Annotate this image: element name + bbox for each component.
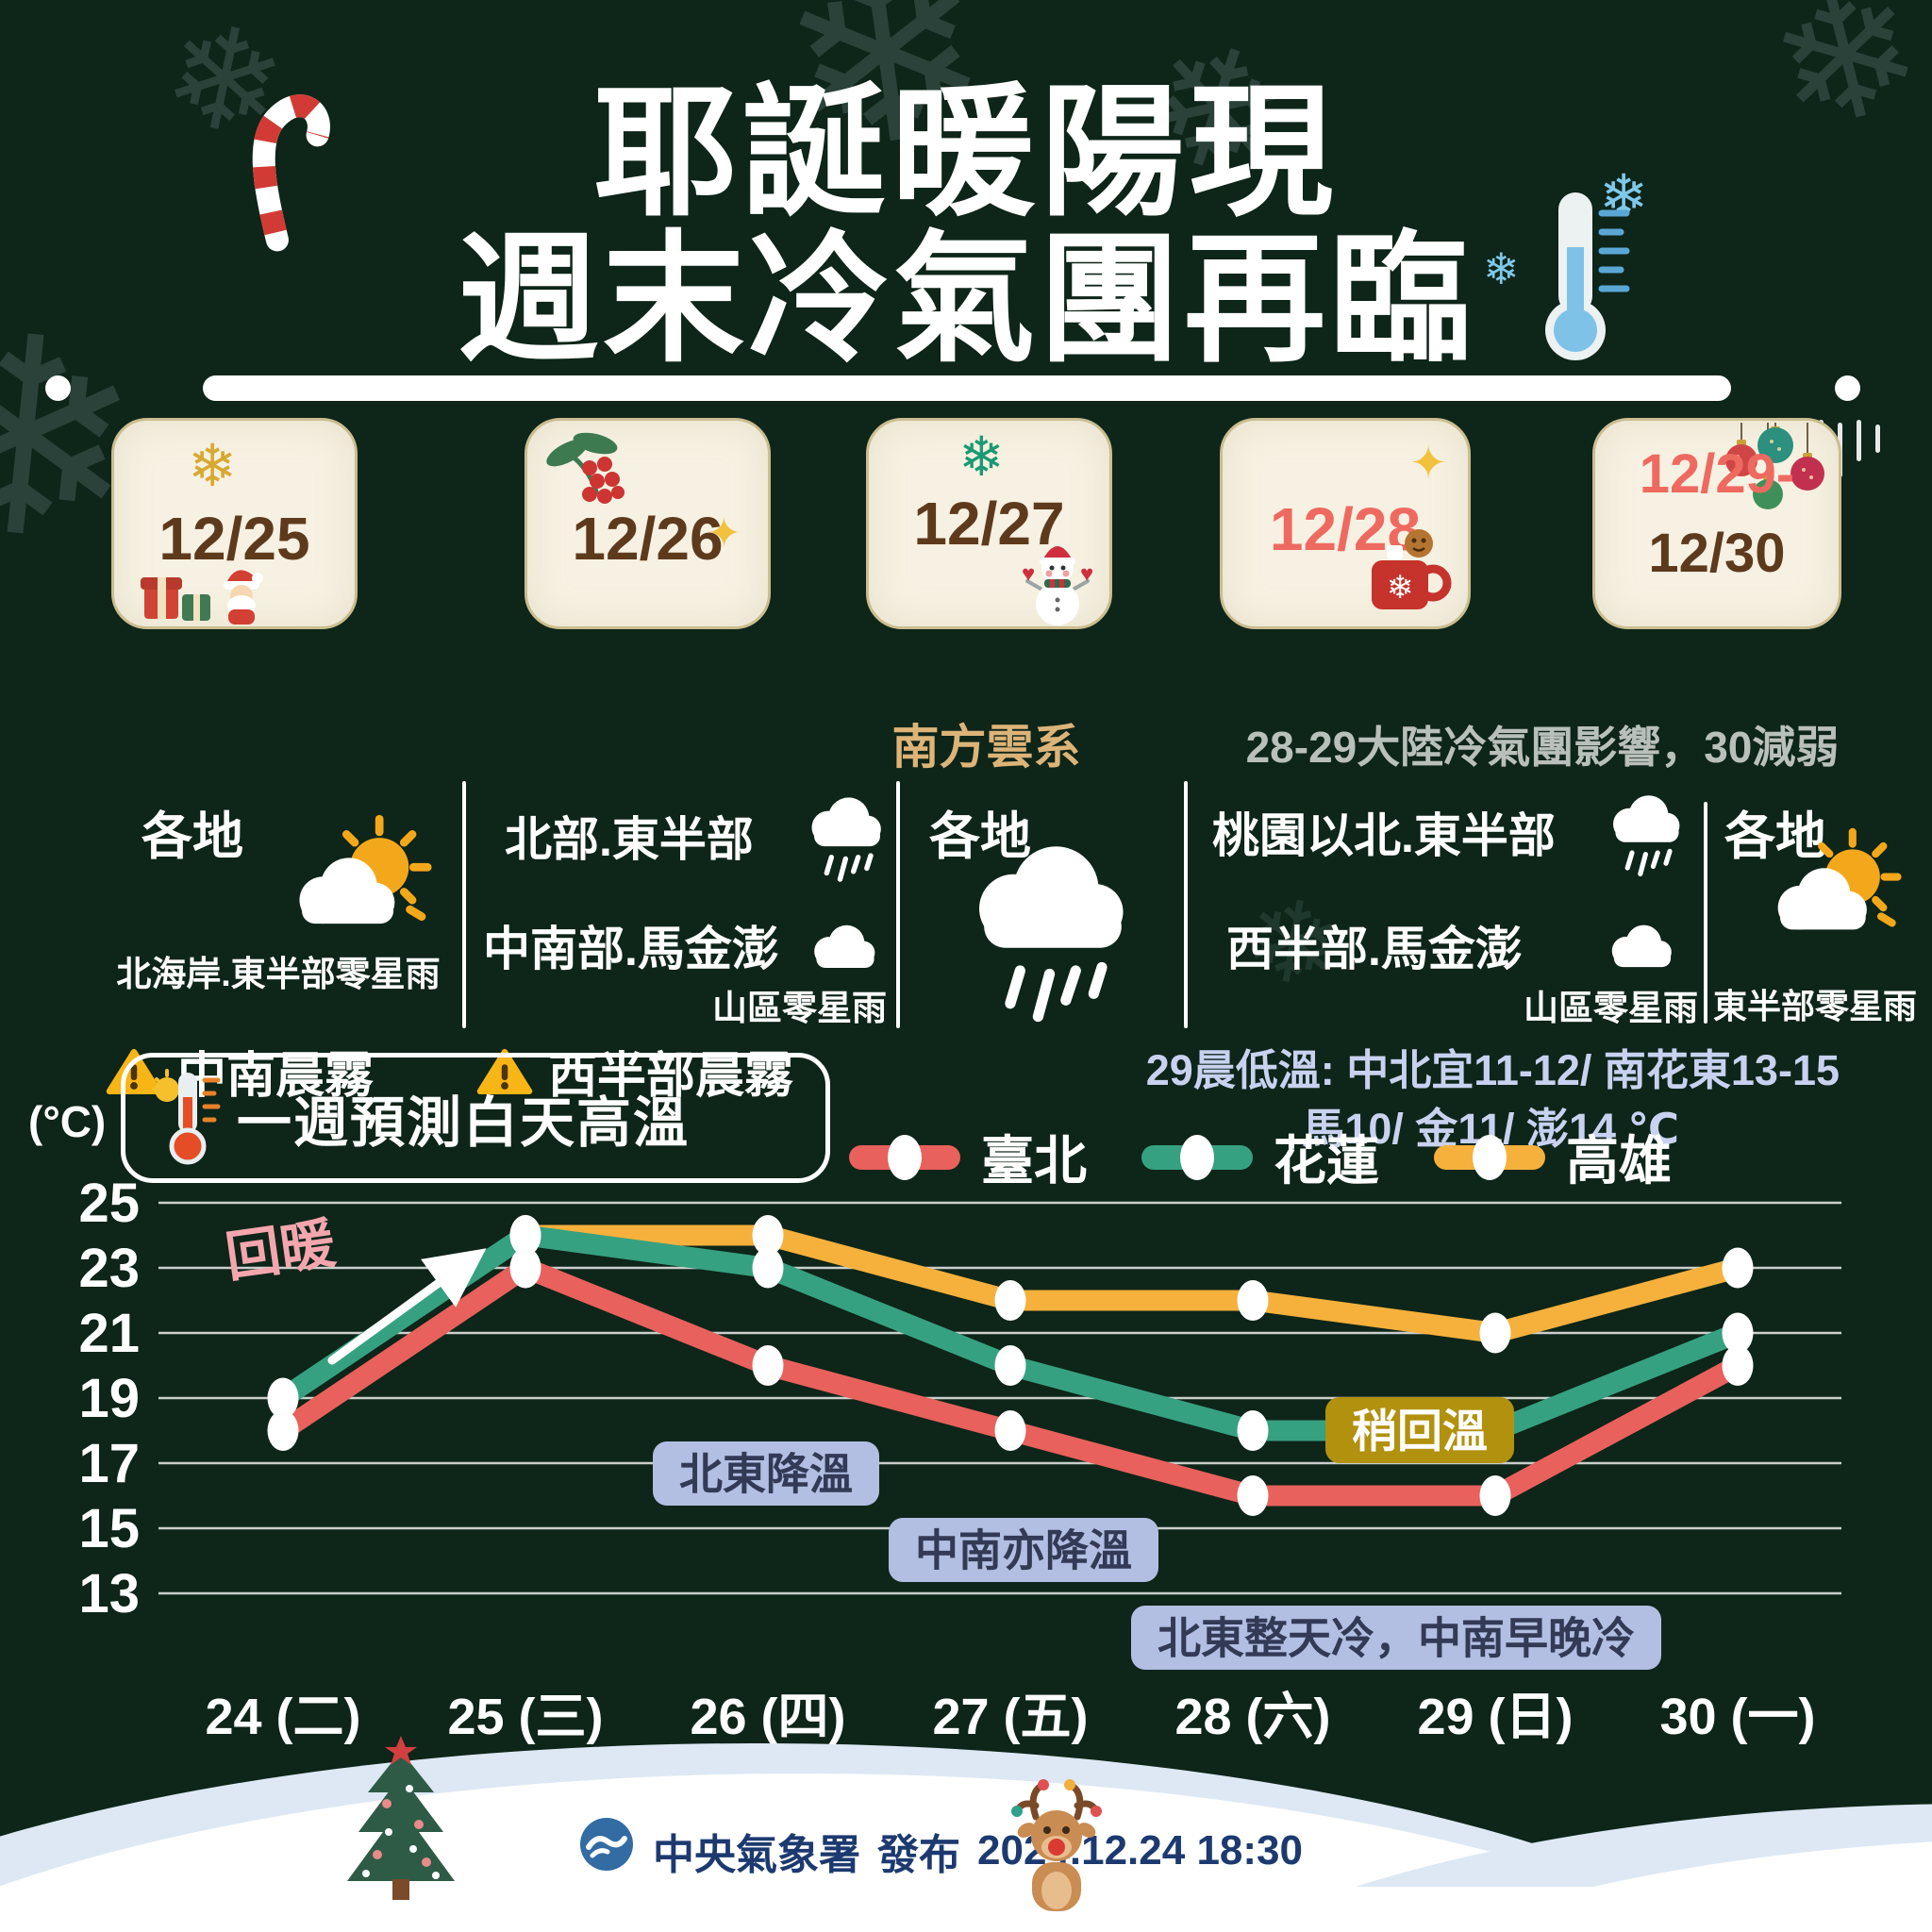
page-title-line2: 週末冷氣團再臨 (457, 220, 1474, 378)
svg-text:29 (日): 29 (日) (1417, 1689, 1573, 1745)
low-temp-note-line1: 29晨低溫: 中北宜11-12/ 南花東13-15 (1145, 1046, 1840, 1094)
card-date-line2: 12/30 (1648, 523, 1786, 584)
legend-dot (888, 1134, 922, 1180)
forecast-region: 各地 (142, 808, 243, 865)
cloud-icon (804, 917, 887, 975)
legend-swatch (849, 1134, 960, 1180)
date-card-1229-1230: 12/29- 12/30 (1592, 418, 1841, 629)
svg-text:30 (一): 30 (一) (1659, 1689, 1815, 1745)
card-date: 12/27 (913, 490, 1065, 558)
svg-text:25: 25 (78, 1173, 140, 1234)
chart-title: 一週預測白天高溫 (237, 1092, 691, 1154)
forecast-caption: 山區零星雨 (1524, 989, 1698, 1027)
gold-snowflake-icon: ❄ (188, 434, 237, 499)
candy-cane-icon (252, 94, 330, 252)
title-divider (203, 375, 1731, 401)
svg-text:17: 17 (78, 1433, 140, 1494)
snow-streak (1857, 420, 1861, 461)
column-separator (1184, 781, 1188, 1028)
forecast-region: 桃園以北.東半部 (1212, 809, 1556, 862)
legend-item-臺北: 臺北 (849, 1119, 1087, 1195)
legend-label: 高雄 (1566, 1131, 1672, 1191)
card-date: 12/26 (572, 505, 724, 573)
cloud-icon (1602, 917, 1683, 974)
rain-cloud-icon (955, 840, 1151, 1028)
snow-streak (1875, 425, 1880, 453)
svg-text:♥: ♥ (1080, 561, 1093, 587)
svg-text:稍回溫: 稍回溫 (1352, 1407, 1488, 1457)
thermometer-hot-icon (152, 1069, 221, 1165)
divider-dot-left (45, 375, 71, 401)
cocoa-gingerbread-icon: ❄ (1372, 529, 1452, 609)
warning-text: 西半部晨霧 (548, 1049, 794, 1104)
thermometer-cold-icon (1545, 192, 1630, 360)
south-cloud-label: 南方雲系 (891, 721, 1081, 774)
divider-dot-right (1835, 375, 1860, 401)
date-card-1228: ✦ 12/28 ❄ (1220, 418, 1471, 629)
legend-label: 花蓮 (1274, 1131, 1379, 1191)
column-separator (462, 781, 466, 1028)
legend-swatch (1434, 1134, 1545, 1180)
sparkle-icon: ✦ (707, 510, 741, 557)
svg-text:北東降溫: 北東降溫 (679, 1450, 853, 1499)
legend-dot (1473, 1134, 1507, 1180)
legend-label: 臺北 (981, 1131, 1087, 1191)
svg-text:21: 21 (78, 1303, 140, 1364)
forecast-caption: 山區零星雨 (712, 989, 887, 1027)
svg-text:♥: ♥ (1022, 561, 1035, 587)
sun-cloud-icon (1762, 826, 1906, 947)
date-card-1225: ❄ 12/25 (111, 418, 358, 629)
green-snowflake-icon: ❄ (958, 426, 1005, 488)
svg-text:25 (三): 25 (三) (447, 1689, 603, 1745)
cold-mass-note: 28-29大陸冷氣團影響，30減弱 (1245, 723, 1840, 772)
sparkle-icon: ✦ (1409, 439, 1448, 489)
chart-title-box: 一週預測白天高溫 (121, 1053, 830, 1183)
mistletoe-icon (546, 432, 625, 504)
column-separator (896, 781, 900, 1028)
santa-gifts-icon (141, 570, 263, 625)
svg-text:回暖: 回暖 (222, 1212, 340, 1289)
legend-swatch (1141, 1134, 1253, 1180)
rain-cloud-icon (800, 794, 894, 885)
svg-text:中南亦降溫: 中南亦降溫 (915, 1526, 1132, 1575)
svg-text:28 (六): 28 (六) (1174, 1689, 1330, 1745)
forecast-region: 北部.東半部 (505, 813, 754, 866)
forecast-caption: 北海岸.東半部零星雨 (116, 955, 441, 993)
ornaments-icon (1725, 423, 1824, 509)
svg-text:19: 19 (78, 1368, 140, 1429)
svg-text:27 (五): 27 (五) (932, 1689, 1088, 1745)
rain-cloud-icon (1602, 792, 1692, 879)
card-date-line1: 12/29- (1639, 443, 1795, 505)
snowman-icon: ♥ ♥ (1022, 546, 1093, 625)
forecast-region: 中南部.馬金澎 (483, 923, 779, 975)
snow-base (0, 1887, 1932, 1932)
legend-dot (1180, 1134, 1214, 1180)
svg-text:13: 13 (78, 1563, 140, 1624)
svg-text:北東整天冷，中南早晚冷: 北東整天冷，中南早晚冷 (1158, 1614, 1635, 1663)
svg-text:24 (二): 24 (二) (205, 1689, 360, 1745)
date-card-1227: ❄ 12/27 ♥ ♥ (866, 418, 1112, 629)
snowflake-icon: ❄ (1483, 244, 1520, 293)
legend-item-高雄: 高雄 (1434, 1119, 1672, 1195)
page-title-line1: 耶誕暖陽現 (593, 73, 1339, 233)
column-separator (1704, 802, 1707, 1024)
svg-text:23: 23 (78, 1238, 140, 1299)
forecast-region: 各地 (1724, 808, 1826, 865)
warning-row: 西半部晨霧 (476, 1036, 793, 1107)
card-date: 12/25 (158, 505, 310, 573)
forecast-caption: 東半部零星雨 (1712, 987, 1917, 1025)
svg-text:15: 15 (78, 1498, 140, 1559)
chart-legend: 臺北 花蓮 高雄 (849, 1119, 1672, 1195)
forecast-region: 西半部.馬金澎 (1226, 923, 1523, 975)
svg-text:❄: ❄ (1387, 570, 1414, 606)
legend-item-花蓮: 花蓮 (1141, 1119, 1379, 1195)
date-card-1226: ✦ 12/26 (525, 418, 771, 629)
svg-text:26 (四): 26 (四) (690, 1689, 845, 1745)
forecast-region: 各地 (929, 808, 1031, 865)
chart-unit-label: (°C) (28, 1097, 107, 1146)
sun-cloud-icon (283, 813, 436, 942)
